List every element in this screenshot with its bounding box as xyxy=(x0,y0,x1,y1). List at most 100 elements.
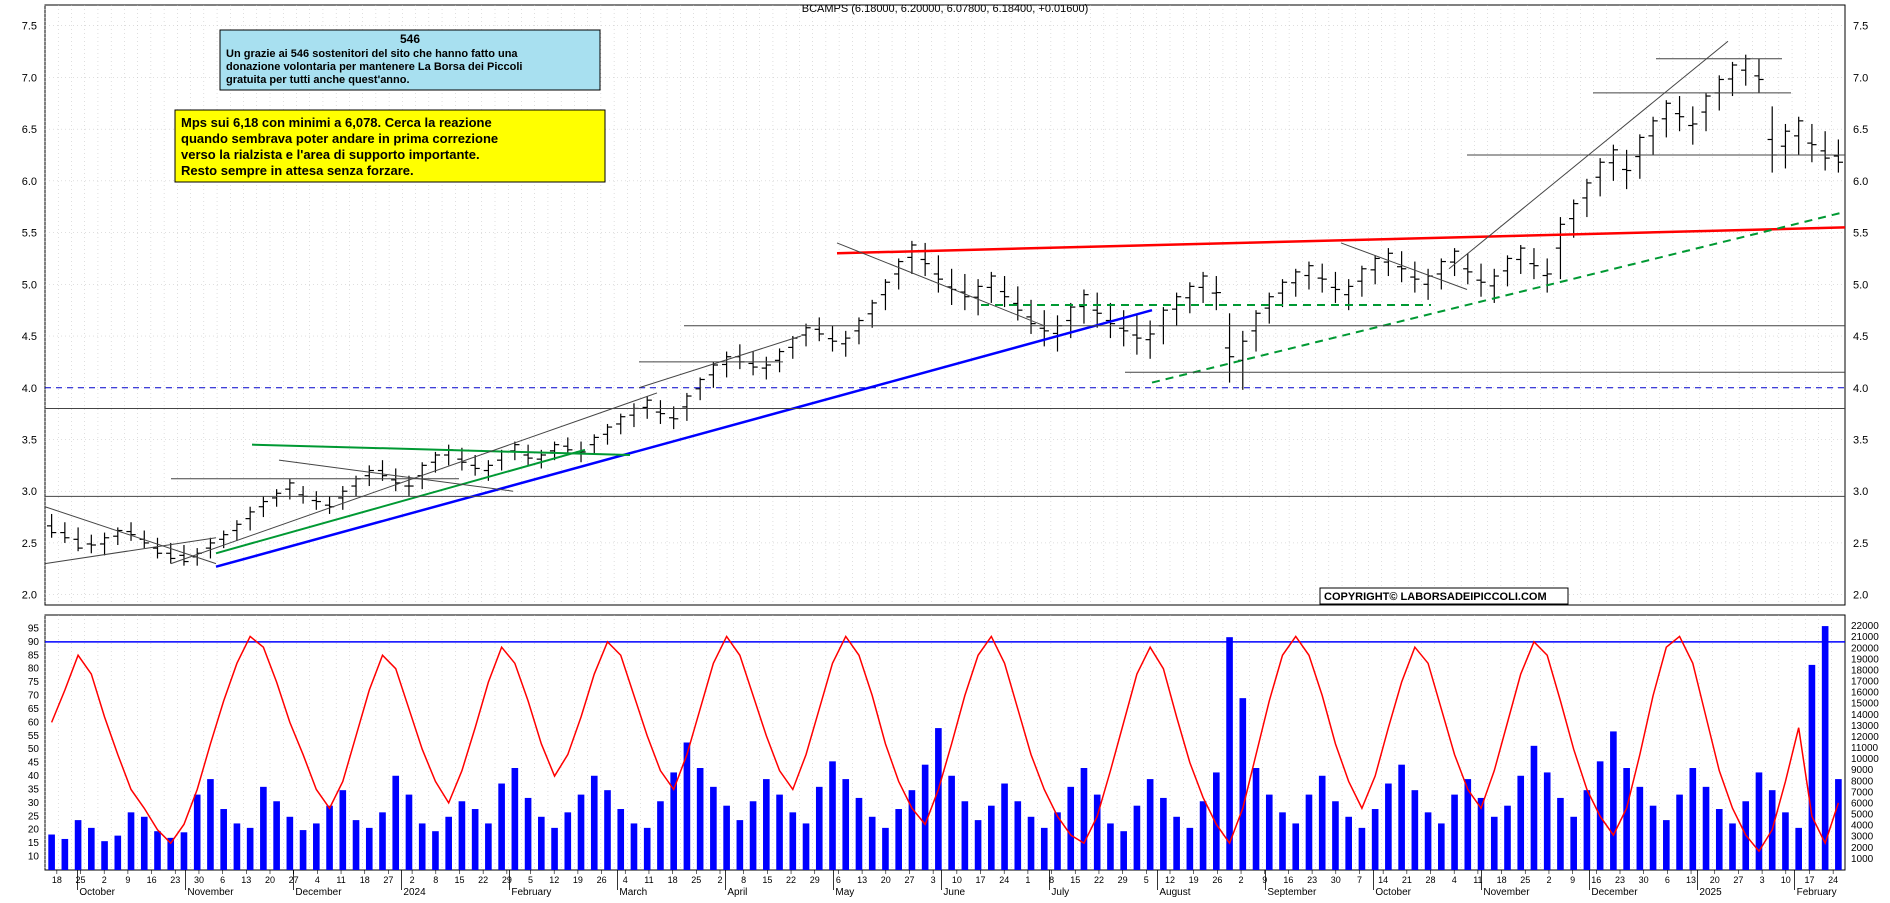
svg-text:3000: 3000 xyxy=(1851,832,1874,843)
volume-bar xyxy=(128,812,135,870)
svg-text:8: 8 xyxy=(433,875,438,885)
volume-bar xyxy=(114,836,121,870)
volume-bar xyxy=(948,776,955,870)
svg-text:12: 12 xyxy=(549,875,559,885)
svg-text:16: 16 xyxy=(1283,875,1293,885)
month-label: September xyxy=(1267,887,1317,898)
month-label: 2024 xyxy=(403,887,426,898)
svg-text:21000: 21000 xyxy=(1851,632,1879,643)
svg-text:19: 19 xyxy=(573,875,583,885)
svg-text:8: 8 xyxy=(741,875,746,885)
svg-text:5000: 5000 xyxy=(1851,810,1874,821)
volume-bar xyxy=(803,823,810,870)
svg-text:2: 2 xyxy=(1239,875,1244,885)
svg-text:15: 15 xyxy=(762,875,772,885)
svg-text:13: 13 xyxy=(857,875,867,885)
svg-text:donazione volontaria per mante: donazione volontaria per mantenere La Bo… xyxy=(226,61,522,73)
svg-text:10: 10 xyxy=(1781,875,1791,885)
svg-text:7.5: 7.5 xyxy=(1853,21,1868,33)
svg-text:30: 30 xyxy=(194,875,204,885)
volume-bar xyxy=(1438,823,1445,870)
volume-bar xyxy=(1782,812,1789,870)
volume-bar xyxy=(1650,806,1657,870)
svg-text:18: 18 xyxy=(1497,875,1507,885)
svg-text:9000: 9000 xyxy=(1851,765,1874,776)
svg-text:24: 24 xyxy=(1828,875,1838,885)
volume-bar xyxy=(472,809,479,870)
svg-text:15: 15 xyxy=(28,838,40,849)
volume-bar xyxy=(578,795,585,870)
volume-bar xyxy=(1306,795,1313,870)
svg-text:20: 20 xyxy=(881,875,891,885)
svg-text:7.0: 7.0 xyxy=(1853,72,1868,84)
volume-bar xyxy=(1584,790,1591,870)
svg-text:11: 11 xyxy=(644,875,653,885)
svg-text:80: 80 xyxy=(28,664,40,675)
volume-bar xyxy=(789,812,796,870)
volume-bar xyxy=(617,809,624,870)
svg-text:8000: 8000 xyxy=(1851,776,1874,787)
volume-bar xyxy=(1544,772,1551,870)
svg-text:20: 20 xyxy=(265,875,275,885)
volume-bar xyxy=(1200,801,1207,870)
volume-bar xyxy=(260,787,267,870)
svg-text:6.0: 6.0 xyxy=(22,176,37,188)
volume-bar xyxy=(1570,817,1577,870)
volume-bar xyxy=(406,795,413,870)
svg-text:9: 9 xyxy=(1262,875,1267,885)
svg-text:6.5: 6.5 xyxy=(22,124,37,136)
volume-bar xyxy=(1610,731,1617,870)
volume-bar xyxy=(816,787,823,870)
svg-text:16000: 16000 xyxy=(1851,688,1879,699)
svg-text:7: 7 xyxy=(1357,875,1362,885)
volume-bar xyxy=(459,801,466,870)
volume-bar xyxy=(1491,817,1498,870)
volume-bar xyxy=(1173,817,1180,870)
month-label: May xyxy=(835,887,854,898)
volume-bar xyxy=(869,817,876,870)
svg-text:14000: 14000 xyxy=(1851,710,1879,721)
volume-bar xyxy=(1557,798,1564,870)
svg-text:25: 25 xyxy=(691,875,701,885)
volume-bar xyxy=(1372,809,1379,870)
volume-bar xyxy=(1014,801,1021,870)
volume-bar xyxy=(1425,812,1432,870)
svg-text:12: 12 xyxy=(1165,875,1175,885)
volume-bar xyxy=(1398,765,1405,870)
volume-bar xyxy=(366,828,373,870)
volume-bar xyxy=(895,809,902,870)
svg-text:16: 16 xyxy=(1591,875,1601,885)
svg-text:40: 40 xyxy=(28,771,40,782)
volume-bar xyxy=(1385,784,1392,870)
volume-bar xyxy=(1054,812,1061,870)
volume-bar xyxy=(604,790,611,870)
month-label: June xyxy=(943,887,965,898)
svg-text:29: 29 xyxy=(502,875,512,885)
volume-bar xyxy=(141,817,148,870)
svg-text:10000: 10000 xyxy=(1851,754,1879,765)
month-label: October xyxy=(1375,887,1411,898)
svg-text:17000: 17000 xyxy=(1851,677,1879,688)
chart-title: BCAMPS (6.18000, 6.20000, 6.07800, 6.184… xyxy=(802,3,1089,15)
volume-bar xyxy=(432,831,439,870)
svg-text:4.5: 4.5 xyxy=(22,331,37,343)
volume-bar xyxy=(326,806,333,870)
volume-bar xyxy=(1001,784,1008,870)
svg-text:2.5: 2.5 xyxy=(22,538,37,550)
copyright-text: COPYRIGHT© LABORSADEIPICCOLI.COM xyxy=(1324,591,1547,603)
volume-bar xyxy=(1292,823,1299,870)
svg-text:4.0: 4.0 xyxy=(22,383,37,395)
svg-text:4: 4 xyxy=(623,875,628,885)
svg-text:65: 65 xyxy=(28,704,40,715)
volume-bar xyxy=(1147,779,1154,870)
svg-text:14: 14 xyxy=(1378,875,1388,885)
month-label: November xyxy=(1483,887,1530,898)
svg-text:13: 13 xyxy=(1686,875,1696,885)
svg-text:18: 18 xyxy=(668,875,678,885)
svg-text:5.0: 5.0 xyxy=(22,279,37,291)
volume-bar xyxy=(247,828,254,870)
volume-bar xyxy=(445,817,452,870)
volume-bar xyxy=(512,768,519,870)
svg-text:9: 9 xyxy=(125,875,130,885)
volume-bar xyxy=(1676,795,1683,870)
